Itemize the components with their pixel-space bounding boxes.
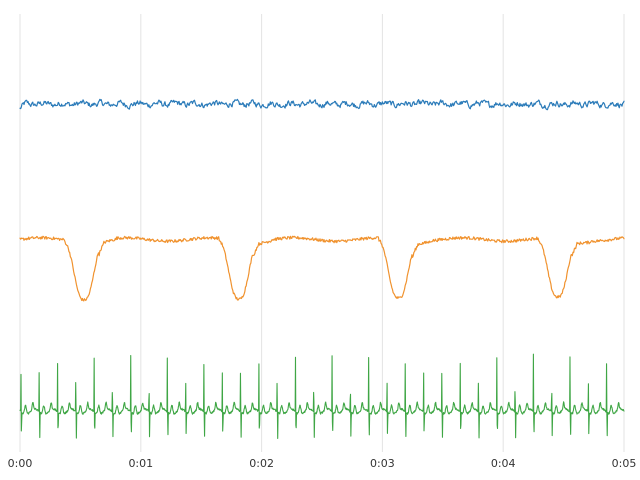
traces: [19, 98, 625, 439]
x-tick-label: 0:03: [370, 457, 395, 470]
grid: [19, 14, 625, 452]
x-tick-label: 0:01: [128, 457, 153, 470]
x-axis-ticks: 0:00 0:01 0:02 0:03 0:04 0:05: [8, 457, 637, 470]
x-tick-label: 0:04: [491, 457, 516, 470]
x-tick-label: 0:05: [612, 457, 637, 470]
series-line-1: [19, 235, 625, 302]
x-tick-label: 0:02: [249, 457, 274, 470]
series-line-0: [19, 98, 625, 111]
x-tick-label: 0:00: [8, 457, 33, 470]
series-line-2: [19, 353, 625, 439]
